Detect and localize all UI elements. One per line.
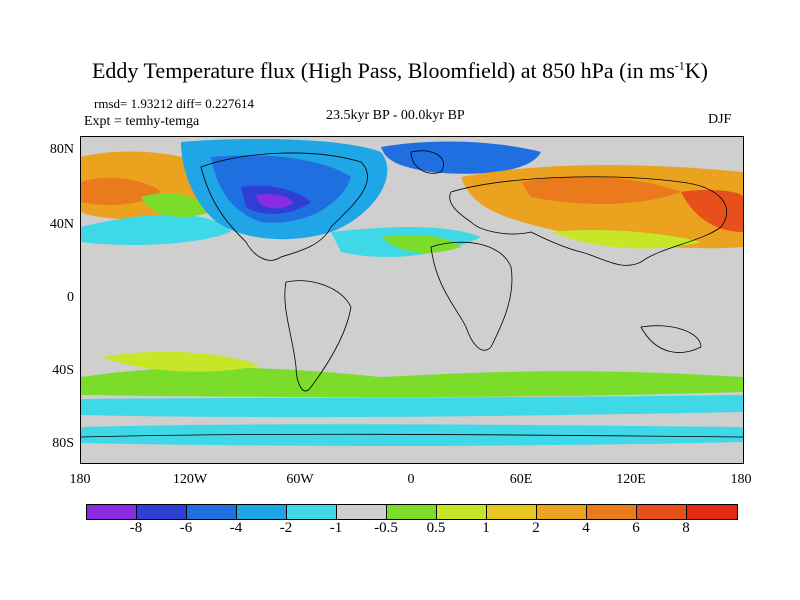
colorbar-swatch — [137, 505, 187, 519]
colorbar-swatch — [287, 505, 337, 519]
map-panel — [80, 136, 744, 464]
y-tick-40s: 40S — [52, 363, 74, 378]
warm-core-eurasia — [521, 176, 681, 204]
x-tick-60w: 60W — [286, 472, 314, 487]
x-tick-0: 0 — [407, 472, 415, 487]
x-tick-120w: 120W — [172, 472, 208, 487]
x-tick-180e: 180 — [730, 472, 752, 487]
cool-region-pacific-arc — [81, 214, 231, 245]
colorbar-label: -4 — [229, 520, 243, 536]
green-region-south-asia — [551, 230, 701, 249]
y-tick-40n: 40N — [49, 217, 74, 232]
colorbar-swatch — [487, 505, 537, 519]
green-region-mid-pacific — [141, 192, 211, 217]
warm-core-east-asia — [681, 189, 743, 232]
season-label: DJF — [708, 112, 732, 127]
colorbar-label: -6 — [179, 520, 193, 536]
cool-region-antarctic — [81, 424, 743, 446]
colorbar-swatch — [437, 505, 487, 519]
colorbar-label: 1 — [482, 520, 490, 536]
x-tick-180w: 180 — [69, 472, 91, 487]
colorbar-swatch — [187, 505, 237, 519]
colorbar-label: 0.5 — [426, 520, 446, 536]
colorbar-label: -2 — [279, 520, 293, 536]
colorbar — [86, 504, 738, 520]
colorbar-swatch — [637, 505, 687, 519]
coastlines — [81, 150, 743, 438]
green-region-southern-ocean — [81, 367, 743, 398]
colorbar-swatch — [237, 505, 287, 519]
colorbar-label: -1 — [329, 520, 343, 536]
colorbar-label: -0.5 — [374, 520, 398, 536]
colorbar-label: 4 — [582, 520, 590, 536]
colorbar-swatch — [387, 505, 437, 519]
experiment-label: Expt = temhy-temga — [84, 114, 200, 129]
y-tick-80n: 80N — [49, 142, 74, 157]
colorbar-label: 8 — [682, 520, 690, 536]
colorbar-swatch — [537, 505, 587, 519]
green-region-atlantic — [381, 235, 461, 253]
colorbar-label: 6 — [632, 520, 640, 536]
cold-region-north-atlantic — [381, 141, 541, 174]
warm-core-north-pacific — [81, 177, 161, 205]
colorbar-swatch — [337, 505, 387, 519]
stats-label: rmsd= 1.93212 diff= 0.227614 — [94, 96, 254, 111]
colorbar-label: -8 — [129, 520, 143, 536]
anomaly-map — [81, 139, 743, 446]
x-tick-120e: 120E — [616, 472, 646, 487]
period-label: 23.5kyr BP - 00.0kyr BP — [326, 108, 465, 123]
colorbar-label: 2 — [532, 520, 540, 536]
colorbar-swatch — [687, 505, 737, 519]
plot-title: Eddy Temperature flux (High Pass, Bloomf… — [91, 58, 708, 83]
colorbar-swatch — [587, 505, 637, 519]
cold-extreme-north-america — [256, 194, 293, 209]
cool-region-southern-ocean — [81, 395, 743, 418]
y-tick-0: 0 — [67, 290, 74, 305]
colorbar-swatch — [87, 505, 137, 519]
y-tick-80s: 80S — [52, 436, 74, 451]
x-tick-60e: 60E — [509, 472, 533, 487]
yellow-region-south-pacific — [101, 351, 261, 372]
